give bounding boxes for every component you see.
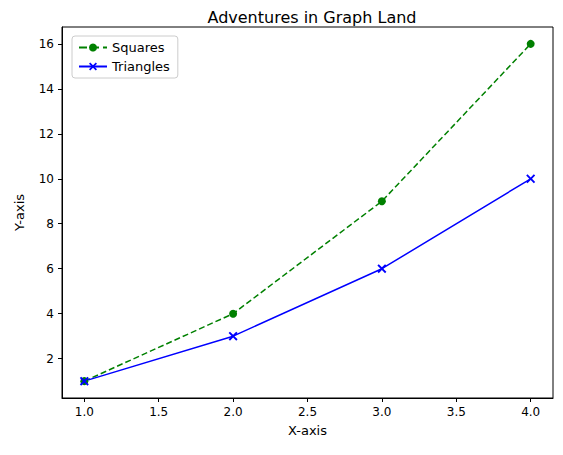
svg-text:16: 16	[39, 37, 54, 51]
svg-text:12: 12	[39, 127, 54, 141]
svg-text:Triangles: Triangles	[111, 59, 170, 74]
svg-text:3.5: 3.5	[447, 405, 466, 419]
svg-text:1.0: 1.0	[75, 405, 94, 419]
svg-text:Adventures in Graph Land: Adventures in Graph Land	[207, 8, 416, 27]
svg-text:X-axis: X-axis	[288, 423, 327, 438]
svg-text:10: 10	[39, 172, 54, 186]
svg-text:2.5: 2.5	[298, 405, 317, 419]
svg-text:1.5: 1.5	[149, 405, 168, 419]
svg-text:6: 6	[46, 262, 54, 276]
svg-text:Squares: Squares	[112, 40, 165, 55]
svg-text:8: 8	[46, 217, 54, 231]
svg-text:3.0: 3.0	[372, 405, 391, 419]
svg-text:14: 14	[39, 82, 54, 96]
svg-text:2: 2	[46, 352, 54, 366]
svg-text:4.0: 4.0	[521, 405, 540, 419]
svg-text:Y-axis: Y-axis	[12, 194, 27, 232]
svg-text:4: 4	[46, 307, 54, 321]
svg-text:2.0: 2.0	[224, 405, 243, 419]
